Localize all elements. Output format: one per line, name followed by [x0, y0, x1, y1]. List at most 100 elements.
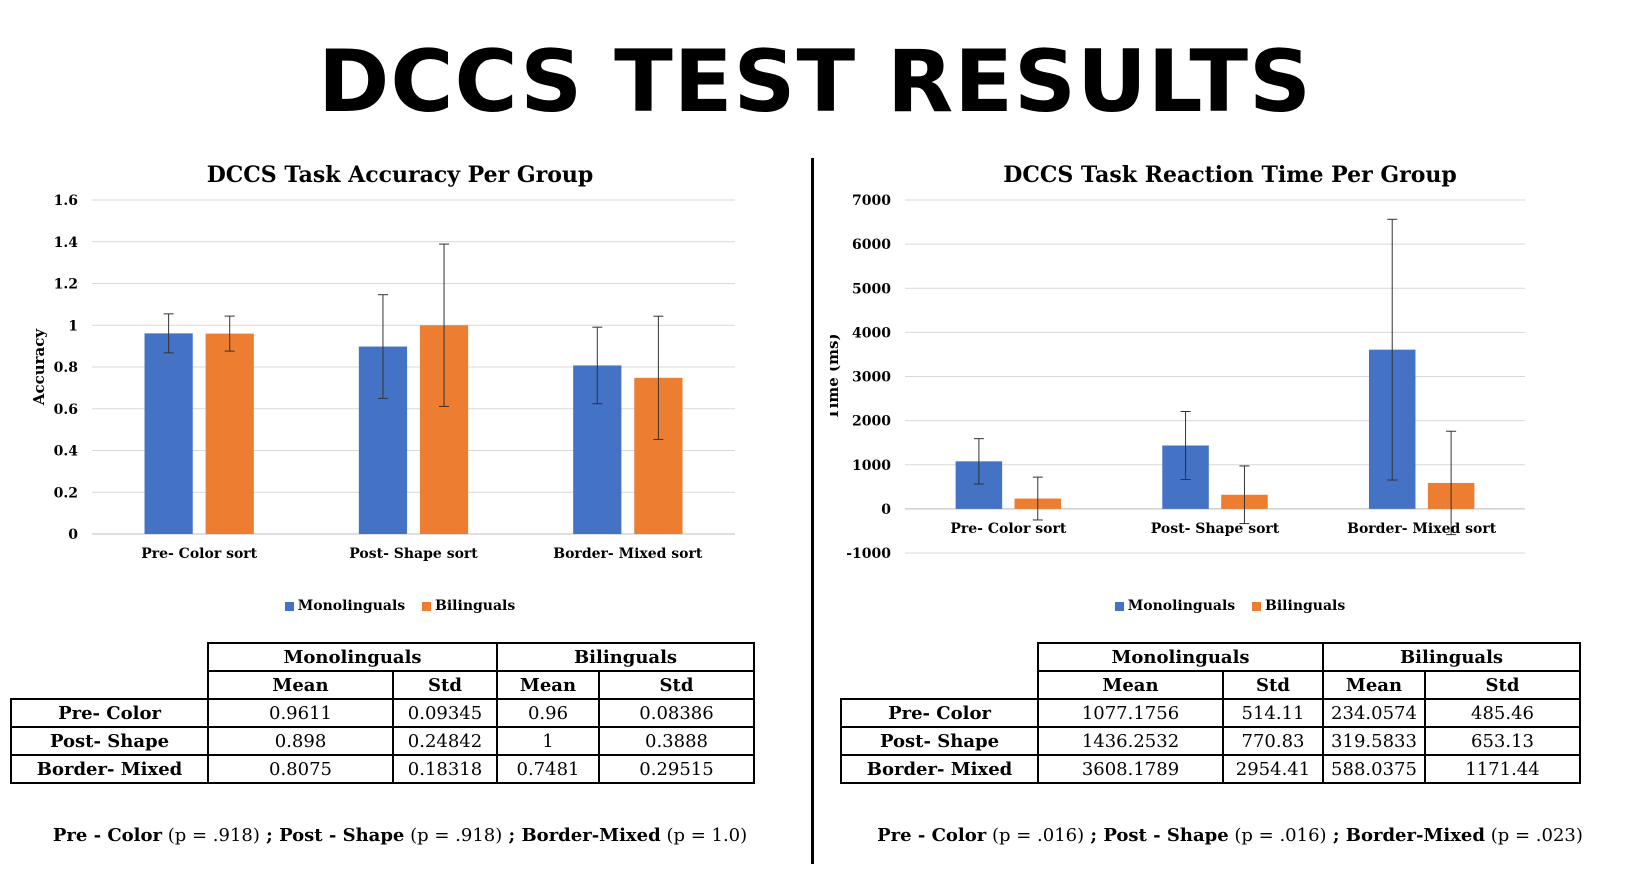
stats-table: Monolinguals Bilinguals Mean Std Mean St…	[840, 642, 1581, 784]
table-cell: 653.13	[1424, 726, 1581, 756]
row-label: Border- Mixed	[840, 754, 1039, 784]
p-label: Post - Shape	[279, 825, 405, 846]
legend-item-bilinguals: Bilinguals	[422, 598, 515, 614]
p-label: Pre - Color	[877, 825, 987, 846]
y-tick-label: 0.4	[54, 444, 79, 460]
legend-swatch-orange	[1252, 601, 1262, 611]
legend-label: Bilinguals	[435, 598, 516, 614]
table-cell: 2954.41	[1222, 754, 1324, 784]
x-category-label: Post- Shape sort	[349, 546, 478, 562]
y-tick-label: 1.6	[54, 193, 78, 209]
p-value: (p = .918)	[167, 825, 260, 846]
y-tick-label: 1000	[852, 458, 891, 474]
table-cell: 0.09345	[392, 698, 498, 728]
x-category-label: Post- Shape sort	[1151, 521, 1280, 537]
y-tick-label: 0	[881, 502, 891, 518]
table-cell: 0.08386	[598, 698, 755, 728]
table-cell: 770.83	[1222, 726, 1324, 756]
sub-header: Mean	[496, 670, 600, 700]
chart-title: DCCS Task Accuracy Per Group	[206, 162, 594, 188]
reaction-time-panel: DCCS Task Reaction Time Per Group -1000 0…	[830, 150, 1630, 878]
table-cell: 0.8075	[207, 754, 394, 784]
table-cell: 1077.1756	[1037, 698, 1224, 728]
group-header: Bilinguals	[1322, 642, 1581, 672]
x-category-label: Border- Mixed sort	[553, 546, 703, 562]
y-tick-label: 2000	[852, 414, 891, 430]
row-label: Pre- Color	[840, 698, 1039, 728]
p-label: Border-Mixed	[1345, 825, 1485, 846]
group-header: Bilinguals	[496, 642, 755, 672]
table-cell: 0.18318	[392, 754, 498, 784]
p-label: Border-Mixed	[521, 825, 661, 846]
p-label: Post - Shape	[1103, 825, 1229, 846]
legend-swatch-orange	[422, 601, 432, 611]
chart-legend: Monolinguals Bilinguals	[830, 598, 1630, 614]
table-cell: 514.11	[1222, 698, 1324, 728]
sub-header: Mean	[207, 670, 394, 700]
legend-item-bilinguals: Bilinguals	[1252, 598, 1345, 614]
y-tick-label: 0.8	[54, 360, 78, 376]
p-label: Pre - Color	[52, 825, 162, 846]
p-value-note: Pre - Color (p = .918) ; Post - Shape (p…	[52, 825, 748, 846]
sub-header: Mean	[1037, 670, 1224, 700]
row-label: Pre- Color	[10, 698, 209, 728]
y-tick-label: 4000	[852, 325, 891, 341]
table-cell: 1	[496, 726, 600, 756]
y-axis-label: Accuracy	[30, 328, 48, 407]
table-cell: 1171.44	[1424, 754, 1581, 784]
legend-label: Monolinguals	[1127, 598, 1236, 614]
table-row: Border- Mixed 3608.1789 2954.41 588.0375…	[840, 754, 1581, 784]
table-row: Border- Mixed 0.8075 0.18318 0.7481 0.29…	[10, 754, 755, 784]
y-tick-label: 7000	[852, 193, 891, 209]
x-category-label: Pre- Color sort	[950, 521, 1066, 537]
sub-header: Std	[392, 670, 498, 700]
p-value: (p = .016)	[991, 825, 1085, 846]
reaction-time-chart: -1000 0 1000 2000 3000 4000 5000 6000 7000 Time (…	[830, 193, 1525, 562]
table-row: Post- Shape 1436.2532 770.83 319.5833 65…	[840, 726, 1581, 756]
table-cell: 0.3888	[598, 726, 755, 756]
table-row: Pre- Color 0.9611 0.09345 0.96 0.08386	[10, 698, 755, 728]
sub-header: Std	[1424, 670, 1581, 700]
table-cell: 0.29515	[598, 754, 755, 784]
legend-label: Monolinguals	[297, 598, 406, 614]
table-cell: 0.7481	[496, 754, 600, 784]
row-label: Border- Mixed	[10, 754, 209, 784]
row-label: Post- Shape	[10, 726, 209, 756]
table-cell: 0.24842	[392, 726, 498, 756]
sub-header: Mean	[1322, 670, 1426, 700]
legend-label: Bilinguals	[1265, 598, 1346, 614]
table-row: Post- Shape 0.898 0.24842 1 0.3888	[10, 726, 755, 756]
table-cell: 0.898	[207, 726, 394, 756]
group-header: Monolinguals	[1037, 642, 1324, 672]
p-value-note: Pre - Color (p = .016) ; Post - Shape (p…	[877, 825, 1583, 846]
bar-monolinguals	[144, 333, 193, 534]
y-tick-label: 6000	[852, 237, 891, 253]
table-cell: 0.9611	[207, 698, 394, 728]
table-cell: 485.46	[1424, 698, 1581, 728]
legend-swatch-blue	[1114, 601, 1124, 611]
legend-swatch-blue	[284, 601, 294, 611]
y-tick-label: 0.6	[54, 402, 78, 418]
chart-legend: Monolinguals Bilinguals	[0, 598, 800, 614]
y-tick-label: 0	[68, 527, 78, 543]
x-category-label: Pre- Color sort	[141, 546, 257, 562]
y-tick-label: 1.2	[54, 277, 78, 293]
y-tick-label: -1000	[846, 546, 891, 562]
x-category-label: Border- Mixed sort	[1347, 521, 1497, 537]
table-cell: 0.96	[496, 698, 600, 728]
y-tick-label: 5000	[852, 281, 891, 297]
accuracy-chart: 0 0.2 0.4 0.6 0.8 1 1.2 1.4 1.6 Accuracy Pre- Colo…	[30, 193, 735, 562]
y-tick-label: 1.4	[54, 235, 79, 251]
accuracy-panel: DCCS Task Accuracy Per Group 0 0.2 0.4 0.6 0…	[0, 150, 800, 878]
y-axis-label: Time (ms)	[830, 333, 842, 419]
row-label: Post- Shape	[840, 726, 1039, 756]
group-header: Monolinguals	[207, 642, 498, 672]
bar-bilinguals	[205, 333, 254, 534]
center-divider	[811, 158, 814, 864]
table-cell: 234.0574	[1322, 698, 1426, 728]
page-title: DCCS TEST RESULTS	[318, 32, 1312, 132]
stats-table: Monolinguals Bilinguals Mean Std Mean St…	[10, 642, 755, 784]
legend-item-monolinguals: Monolinguals	[1114, 598, 1236, 614]
p-value: (p = .023)	[1490, 825, 1583, 846]
p-value: (p = 1.0)	[666, 825, 748, 846]
